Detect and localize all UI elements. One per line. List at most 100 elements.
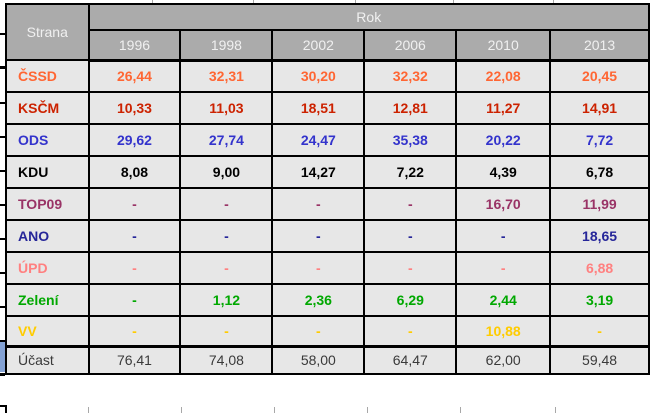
gutter-line [0,170,5,172]
turnout-cell[interactable]: 76,41 [87,344,182,375]
result-cell[interactable]: 14,27 [271,155,366,189]
result-cell[interactable]: 11,99 [549,187,650,221]
result-cell[interactable]: 6,88 [549,251,650,285]
result-cell[interactable]: 24,47 [271,123,366,157]
year-header-2006[interactable]: 2006 [363,29,458,62]
year-header-1996[interactable]: 1996 [87,29,182,62]
table-row-ods: ODS 29,62 27,74 24,47 35,38 20,22 7,72 [5,123,650,157]
result-cell[interactable]: 2,36 [271,283,366,317]
party-name[interactable]: ANO [5,219,90,253]
result-cell[interactable]: - [179,315,274,347]
result-cell[interactable]: 10,33 [87,91,182,125]
election-results-table: Strana Rok 1996 1998 2002 2006 2010 2013… [5,3,650,375]
result-cell[interactable]: 18,65 [549,219,650,253]
result-cell[interactable]: 22,08 [455,59,552,93]
party-name[interactable]: ODS [5,123,90,157]
result-cell[interactable]: 32,32 [363,59,458,93]
result-cell[interactable]: 7,22 [363,155,458,189]
party-name[interactable]: ČSSD [5,59,90,93]
gutter-line [0,340,5,342]
border-stub [5,405,7,413]
year-header-1998[interactable]: 1998 [179,29,274,62]
table-row-ano: ANO - - - - - 18,65 [5,219,650,253]
grid-line [181,407,182,413]
result-cell[interactable]: - [363,187,458,221]
table-row-cssd: ČSSD 26,44 32,31 30,20 32,32 22,08 20,45 [5,59,650,93]
result-cell[interactable]: 1,12 [179,283,274,317]
grid-line [460,407,461,413]
year-header-2010[interactable]: 2010 [455,29,552,62]
result-cell[interactable]: - [363,251,458,285]
result-cell[interactable]: 8,08 [87,155,182,189]
result-cell[interactable]: - [87,219,182,253]
turnout-cell[interactable]: 58,00 [271,344,366,375]
result-cell[interactable]: 3,19 [549,283,650,317]
result-cell[interactable]: - [271,187,366,221]
grid-line [367,407,368,413]
gutter-line [0,306,5,308]
table-row-vv: VV - - - - 10,88 - [5,315,650,347]
turnout-cell[interactable]: 62,00 [455,344,552,375]
result-cell[interactable]: - [87,187,182,221]
grid-line [274,407,275,413]
gutter-line [0,238,5,240]
table-row-kscm: KSČM 10,33 11,03 18,51 12,81 11,27 14,91 [5,91,650,125]
turnout-label[interactable]: Účast [5,344,90,375]
turnout-cell[interactable]: 74,08 [179,344,274,375]
result-cell[interactable]: 27,74 [179,123,274,157]
party-name[interactable]: KSČM [5,91,90,125]
table-row-top09: TOP09 - - - - 16,70 11,99 [5,187,650,221]
result-cell[interactable]: - [179,251,274,285]
party-name[interactable]: VV [5,315,90,347]
grid-line [453,0,454,3]
result-cell[interactable]: 29,62 [87,123,182,157]
grid-line [553,0,554,3]
column-header-strana[interactable]: Strana [5,3,90,61]
party-name[interactable]: ÚPD [5,251,90,285]
turnout-cell[interactable]: 64,47 [363,344,458,375]
result-cell[interactable]: 6,78 [549,155,650,189]
column-group-header-rok[interactable]: Rok [87,3,650,31]
gutter-line [0,66,5,69]
result-cell[interactable]: - [363,219,458,253]
result-cell[interactable]: - [179,219,274,253]
result-cell[interactable]: - [271,315,366,347]
result-cell[interactable]: - [87,251,182,285]
year-header-2002[interactable]: 2002 [271,29,366,62]
result-cell[interactable]: - [87,315,182,347]
result-cell[interactable]: 2,44 [455,283,552,317]
result-cell[interactable]: 11,27 [455,91,552,125]
result-cell[interactable]: 6,29 [363,283,458,317]
result-cell[interactable]: 35,38 [363,123,458,157]
result-cell[interactable]: 20,45 [549,59,650,93]
result-cell[interactable]: 12,81 [363,91,458,125]
result-cell[interactable]: - [271,251,366,285]
party-name[interactable]: Zelení [5,283,90,317]
result-cell[interactable]: 26,44 [87,59,182,93]
result-cell[interactable]: 32,31 [179,59,274,93]
result-cell[interactable]: 14,91 [549,91,650,125]
result-cell[interactable]: 11,03 [179,91,274,125]
result-cell[interactable]: 18,51 [271,91,366,125]
result-cell[interactable]: 9,00 [179,155,274,189]
result-cell[interactable]: - [549,315,650,347]
party-name[interactable]: KDU [5,155,90,189]
result-cell[interactable]: 4,39 [455,155,552,189]
year-header-2013[interactable]: 2013 [549,29,650,62]
result-cell[interactable]: - [455,219,552,253]
result-cell[interactable]: - [271,219,366,253]
result-cell[interactable]: 20,22 [455,123,552,157]
gutter-line [0,204,5,206]
result-cell[interactable]: 16,70 [455,187,552,221]
turnout-cell[interactable]: 59,48 [549,344,650,375]
result-cell[interactable]: 30,20 [271,59,366,93]
result-cell[interactable]: 7,72 [549,123,650,157]
result-cell[interactable]: - [87,283,182,317]
gutter-line [0,405,5,407]
result-cell[interactable]: 10,88 [455,315,552,347]
result-cell[interactable]: - [179,187,274,221]
row-selection-strip[interactable] [0,342,5,372]
party-name[interactable]: TOP09 [5,187,90,221]
result-cell[interactable]: - [363,315,458,347]
result-cell[interactable]: - [455,251,552,285]
